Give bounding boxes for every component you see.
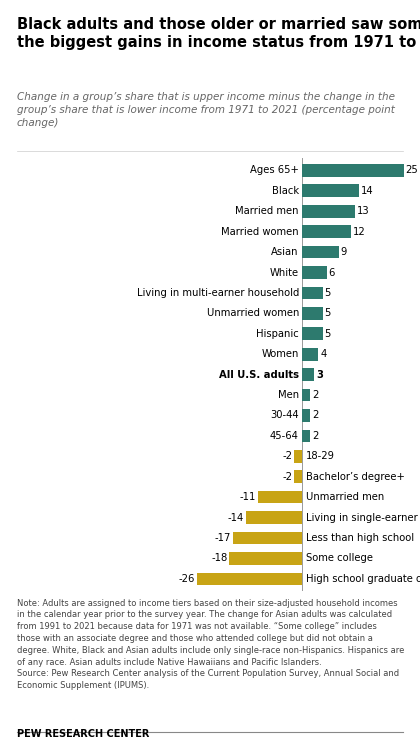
Text: 3: 3 [316,370,323,380]
Bar [302,225,351,238]
Text: 2: 2 [312,390,319,400]
Text: 4: 4 [320,349,327,359]
Text: Asian: Asian [271,247,299,257]
Text: 18-29: 18-29 [306,451,335,462]
Bar [302,245,339,258]
Text: 13: 13 [357,206,370,216]
Text: Men: Men [278,390,299,400]
Bar [302,429,310,442]
Text: All U.S. adults: All U.S. adults [219,370,299,380]
Text: Married men: Married men [235,206,299,216]
Bar [302,287,323,299]
Bar [258,491,302,504]
Bar [302,205,355,218]
Bar [302,368,315,381]
Bar [197,572,302,585]
Text: Bachelor’s degree+: Bachelor’s degree+ [306,471,404,482]
Text: Black adults and those older or married saw some of
the biggest gains in income : Black adults and those older or married … [17,17,420,50]
Text: Less than high school: Less than high school [306,533,414,543]
Text: 25: 25 [406,166,418,175]
Text: -18: -18 [211,553,227,563]
Text: 5: 5 [325,329,331,339]
Text: 12: 12 [353,227,366,236]
Text: 2: 2 [312,431,319,441]
Bar [229,552,302,565]
Text: Black: Black [272,186,299,196]
Bar [302,266,327,279]
Text: Married women: Married women [221,227,299,236]
Bar [294,471,302,483]
Text: PEW RESEARCH CENTER: PEW RESEARCH CENTER [17,730,149,739]
Text: 9: 9 [341,247,347,257]
Bar [234,532,302,544]
Text: High school graduate only: High school graduate only [306,574,420,584]
Text: 5: 5 [325,308,331,319]
Text: Unmarried women: Unmarried women [207,308,299,319]
Bar [294,450,302,462]
Text: 5: 5 [325,288,331,298]
Bar [302,389,310,401]
Text: Living in multi-earner household: Living in multi-earner household [136,288,299,298]
Text: -26: -26 [178,574,195,584]
Text: Ages 65+: Ages 65+ [250,166,299,175]
Text: Note: Adults are assigned to income tiers based on their size-adjusted household: Note: Adults are assigned to income tier… [17,599,404,691]
Text: Some college: Some college [306,553,373,563]
Text: Change in a group’s share that is upper income minus the change in the
group’s s: Change in a group’s share that is upper … [17,92,395,128]
Text: 2: 2 [312,410,319,420]
Text: White: White [270,267,299,278]
Bar [302,307,323,320]
Text: -11: -11 [239,492,256,502]
Text: 30-44: 30-44 [270,410,299,420]
Text: -17: -17 [215,533,231,543]
Text: Unmarried men: Unmarried men [306,492,384,502]
Text: 45-64: 45-64 [270,431,299,441]
Text: 14: 14 [361,186,374,196]
Bar [302,328,323,340]
Bar [302,409,310,422]
Bar [246,511,302,524]
Text: -2: -2 [282,451,292,462]
Text: -2: -2 [282,471,292,482]
Text: 6: 6 [328,267,335,278]
Bar [302,164,404,177]
Text: Living in single-earner household: Living in single-earner household [306,513,420,523]
Text: Hispanic: Hispanic [256,329,299,339]
Bar [302,348,318,361]
Text: Women: Women [262,349,299,359]
Bar [302,184,359,197]
Text: -14: -14 [227,513,244,523]
